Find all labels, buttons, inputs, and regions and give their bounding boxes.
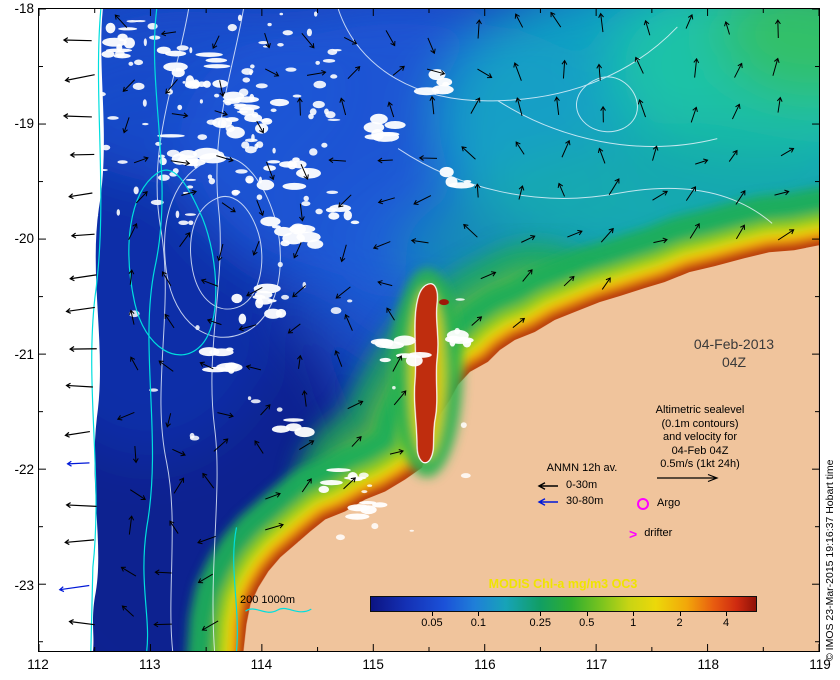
colorbar-tick — [726, 612, 728, 616]
altimetry-legend-line: and velocity for — [663, 431, 737, 443]
anmn-legend-rows: 0-30m 30-80m — [528, 478, 636, 510]
argo-circle-icon — [637, 497, 649, 510]
anmn-legend: ANMN 12h av. 0-30m 30-80m — [528, 462, 636, 510]
sealevel-contours — [156, 9, 773, 651]
altimetry-legend-line: 04-Feb 04Z — [671, 444, 729, 457]
y-tick-label: -20 — [14, 231, 34, 247]
anmn-legend-row: 30-80m — [528, 494, 636, 510]
anmn-legend-row: 0-30m — [528, 478, 636, 494]
altimetry-legend-line: (0.1m contours) — [661, 417, 739, 430]
colorbar-tick-label: 4 — [722, 617, 730, 629]
ocean-color-map — [39, 9, 819, 651]
colorbar-tick — [431, 612, 433, 616]
x-tick-label: 119 — [809, 657, 831, 672]
colorbar-tick — [679, 612, 681, 616]
x-tick-label: 113 — [138, 657, 161, 672]
colorbar-tick-label: 2 — [676, 617, 683, 629]
cloud-cover — [73, 11, 475, 541]
y-tick-label: -23 — [14, 577, 34, 593]
altimetry-legend-line: Altimetric sealevel — [655, 404, 745, 416]
colorbar-tick-label: 0.1 — [470, 617, 487, 629]
altimetry-legend-line: 0.5m/s (1kt 24h) — [660, 458, 740, 470]
x-tick-label: 114 — [250, 657, 273, 672]
velocity-scale-arrow-icon — [657, 473, 719, 483]
axis-ticks — [39, 9, 819, 651]
drifter-legend: > drifter — [629, 527, 672, 541]
colorbar-tick-label: 0.05 — [421, 617, 443, 629]
colorbar-tick-label: 0.25 — [529, 617, 551, 629]
anmn-arrow-icon — [537, 497, 558, 506]
x-tick-label: 116 — [474, 657, 496, 672]
x-tick-label: 118 — [697, 657, 720, 672]
shoal-island — [438, 299, 449, 306]
colorbar-title: MODIS Chl-a mg/m3 OC3 — [488, 577, 638, 591]
no-data-margin — [39, 9, 104, 651]
anmn-depth-label: 30-80m — [566, 494, 604, 507]
date-line: 04-Feb-2013 — [693, 336, 775, 352]
colorbar-tick — [540, 612, 542, 616]
x-tick-label: 117 — [585, 657, 608, 672]
isobath-legend-label: 200 1000m — [240, 594, 296, 606]
argo-legend: Argo — [637, 497, 680, 511]
drifter-chevron-icon: > — [629, 526, 638, 542]
velocity-arrows — [58, 11, 795, 631]
colorbar-tick-label: 1 — [630, 617, 637, 629]
argo-label: Argo — [657, 497, 681, 509]
date-annotation: 04-Feb-2013 04Z — [678, 335, 790, 371]
altimetry-legend: Altimetric sealevel (0.1m contours) and ve… — [630, 404, 770, 472]
bathymetry-contours — [90, 9, 312, 651]
anmn-arrow-icon — [537, 481, 558, 490]
land-mass — [243, 245, 819, 651]
x-tick-label: 112 — [27, 657, 49, 672]
barrow-island — [413, 283, 439, 464]
anmn-legend-title: ANMN 12h av. — [546, 462, 618, 474]
time-line: 04Z — [721, 354, 747, 370]
drifter-label: drifter — [644, 527, 673, 540]
y-tick-label: -18 — [14, 0, 34, 16]
colorbar-tick-label: 0.5 — [579, 617, 595, 629]
colorbar — [370, 596, 757, 612]
credit-text: © IMOS 23-Mar-2015 19:16:37 Hobart time — [824, 459, 836, 662]
y-tick-label: -22 — [14, 462, 34, 478]
colorbar-tick — [586, 612, 588, 616]
colorbar-tick — [478, 612, 480, 616]
anmn-depth-label: 0-30m — [566, 478, 598, 491]
isobath-legend-line — [245, 607, 312, 613]
colorbar-tick — [633, 612, 635, 616]
x-tick-label: 115 — [362, 657, 384, 672]
map-plot-area — [38, 8, 820, 652]
y-tick-label: -21 — [14, 346, 34, 362]
y-tick-label: -19 — [14, 115, 34, 131]
